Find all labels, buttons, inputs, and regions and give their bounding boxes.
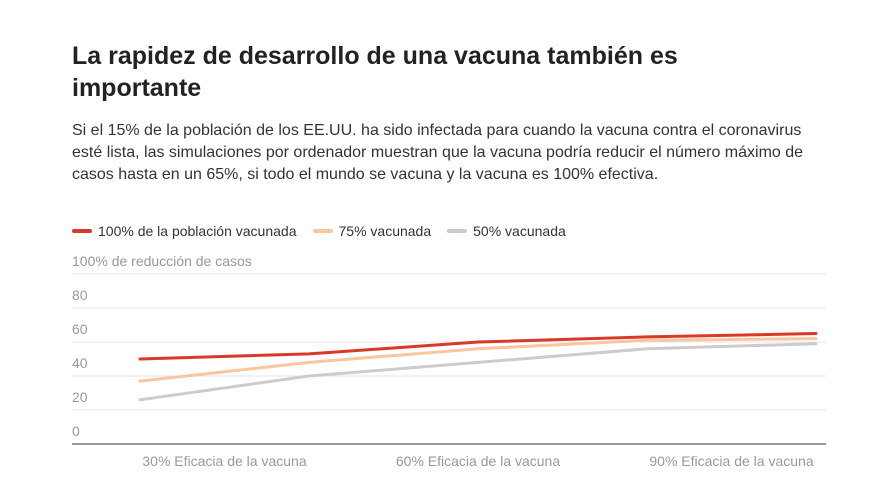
- legend-item: 50% vacunada: [447, 223, 566, 239]
- x-tick-label: 90% Eficacia de la vacuna: [649, 453, 813, 469]
- line: [138, 342, 818, 402]
- line: [138, 337, 818, 383]
- y-tick-label: 100% de reducción de casos: [72, 253, 252, 269]
- legend-item: 100% de la población vacunada: [72, 223, 297, 239]
- y-tick-label: 40: [72, 355, 88, 371]
- chart-subtitle: Si el 15% de la población de los EE.UU. …: [72, 122, 804, 183]
- y-tick-label: 20: [72, 389, 88, 405]
- y-tick-label: 0: [72, 423, 80, 439]
- x-tick-label: 60% Eficacia de la vacuna: [396, 453, 560, 469]
- legend: 100% de la población vacunada 75% vacunad…: [72, 223, 566, 239]
- y-tick-label: 80: [72, 287, 88, 303]
- legend-label: 75% vacunada: [338, 223, 432, 239]
- legend-item: 75% vacunada: [312, 223, 432, 239]
- legend-swatch: [312, 229, 333, 233]
- legend-swatch: [72, 229, 92, 233]
- legend-label: 50% vacunada: [473, 223, 566, 239]
- y-tick-label: 60: [72, 321, 88, 337]
- chart-title: La rapidez de desarrollo de una vacuna t…: [72, 42, 678, 102]
- legend-swatch: [447, 229, 468, 233]
- x-tick-label: 30% Eficacia de la vacuna: [142, 453, 306, 469]
- legend-label: 100% de la población vacunada: [98, 223, 297, 239]
- line: [138, 332, 818, 361]
